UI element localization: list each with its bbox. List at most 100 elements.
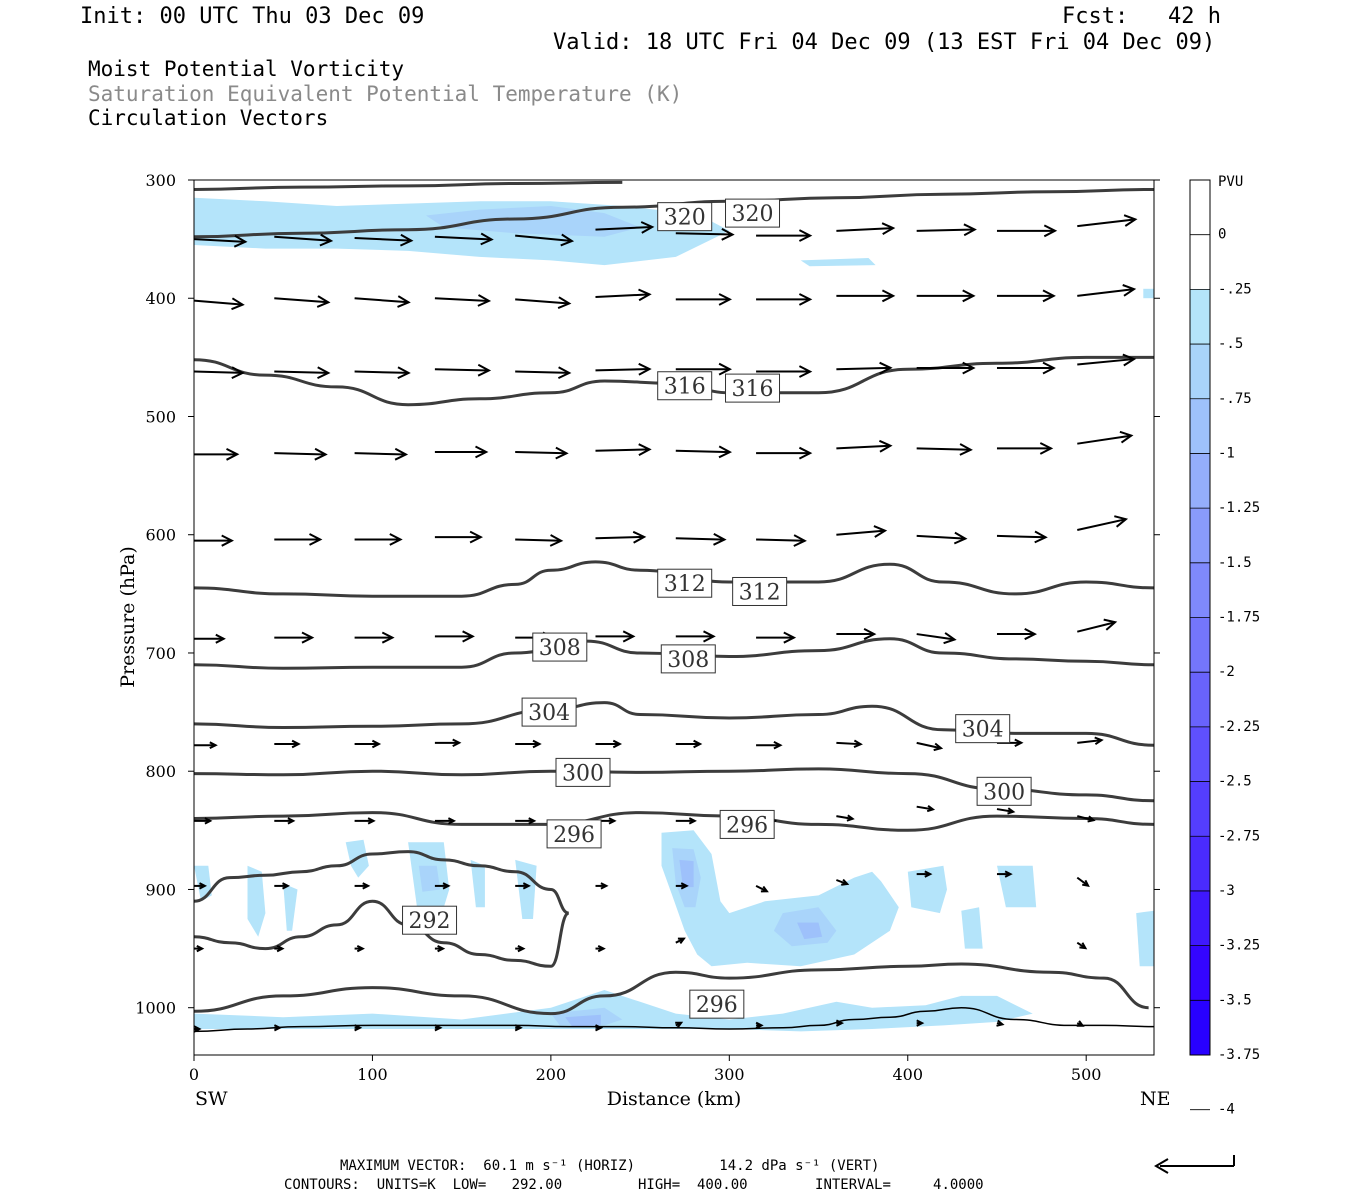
circulation-vector: [274, 739, 301, 749]
circulation-vector: [274, 882, 291, 890]
contour-292: [194, 850, 570, 915]
circulation-vector: [1077, 618, 1118, 633]
contour-label: 304: [521, 697, 577, 727]
circulation-vector: [434, 232, 494, 246]
circulation-vector: [274, 945, 285, 953]
terrain-line: [194, 1006, 1154, 1033]
circulation-vector: [996, 289, 1056, 303]
colorbar-label: -4: [1218, 1102, 1235, 1118]
contour-292: [194, 899, 570, 968]
circulation-vector: [675, 533, 727, 546]
colorbar-swatch: [1190, 180, 1210, 235]
circulation-vector: [274, 295, 331, 308]
contour-316: [194, 355, 1154, 407]
circulation-vector: [354, 945, 365, 953]
forecast-hour: Fcst: 42 h: [1062, 4, 1221, 29]
circulation-vector: [434, 445, 489, 459]
plot-frame: [193, 179, 1155, 1056]
colorbar-swatch: [1190, 289, 1210, 345]
circulation-vector: [274, 631, 315, 644]
circulation-vector: [675, 630, 716, 643]
contour-field-title: Saturation Equivalent Potential Temperat…: [88, 82, 683, 106]
contour-labels: 320 320 316 316 312 312 308 308 304 304 300 300 296 2…: [402, 198, 1032, 1019]
svg-text:308: 308: [667, 648, 709, 673]
circulation-vector: [274, 533, 323, 546]
circulation-vector: [675, 228, 735, 241]
circulation-vector: [434, 945, 446, 953]
colorbar-label: -2.25: [1218, 719, 1260, 735]
circulation-vector: [514, 1024, 523, 1032]
svg-text:312: 312: [739, 580, 781, 605]
contour-296: [194, 811, 1154, 832]
svg-text:316: 316: [732, 377, 774, 402]
pv-region: [961, 907, 983, 949]
circulation-vector: [755, 885, 769, 893]
circulation-vector: [916, 443, 973, 456]
circulation-vector: [434, 363, 492, 377]
svg-text:292: 292: [409, 909, 451, 934]
y-tick-label: 500: [145, 407, 176, 426]
circulation-vector: [836, 525, 888, 538]
circulation-vector: [354, 447, 409, 461]
circulation-vector: [434, 530, 484, 544]
circulation-vector: [515, 817, 537, 825]
y-tick-label: 700: [145, 644, 176, 663]
contour-324: [194, 180, 623, 191]
circulation-vector: [515, 446, 569, 460]
max-vector-info: MAXIMUM VECTOR: 60.1 m s⁻¹ (HORIZ) 14.2 …: [340, 1158, 880, 1174]
init-time: Init: 00 UTC Thu 03 Dec 09: [80, 4, 425, 29]
circulation-vector: [194, 234, 248, 248]
circulation-vector: [194, 633, 226, 644]
contour-label: 312: [657, 568, 713, 598]
circulation-vector: [996, 442, 1054, 455]
colorbar-swatch: [1190, 234, 1210, 290]
vector-field-title: Circulation Vectors: [88, 106, 329, 130]
circulation-vector: [1077, 815, 1096, 823]
circulation-vector: [916, 361, 976, 375]
circulation-vector: [996, 628, 1038, 641]
colorbar-swatch: [1190, 672, 1210, 727]
y-tick-label: 1000: [135, 999, 176, 1018]
svg-text:296: 296: [696, 993, 738, 1018]
x-tick-label: 0: [189, 1065, 199, 1084]
circulation-vector: [916, 289, 976, 303]
circulation-vectors: [194, 214, 1138, 1033]
circulation-vector: [916, 223, 977, 237]
circulation-vector: [756, 631, 797, 644]
contour-label: 296: [689, 989, 745, 1019]
circulation-vector: [996, 807, 1016, 815]
colorbar-swatch: [1190, 398, 1210, 454]
circulation-vector: [515, 882, 531, 890]
contour-label: 304: [955, 714, 1011, 744]
pv-region: [907, 865, 947, 914]
circulation-vector: [194, 1025, 202, 1033]
circulation-vector: [836, 361, 893, 375]
svg-text:304: 304: [962, 718, 1004, 743]
pv-region: [470, 859, 485, 908]
colorbar-label: -3: [1218, 883, 1235, 899]
colorbar-swatch: [1190, 836, 1210, 891]
circulation-vector: [194, 448, 240, 461]
axes: 300 400 500 600 700 800 900 1000 0 100 200 300 400 50…: [135, 171, 1160, 1084]
circulation-vector: [916, 632, 957, 645]
circulation-vector: [354, 295, 411, 308]
circulation-vector: [354, 1024, 363, 1032]
colorbar-swatch: [1190, 1000, 1210, 1055]
svg-text:300: 300: [562, 761, 604, 786]
svg-text:312: 312: [664, 572, 706, 597]
circulation-vector: [194, 945, 205, 953]
circulation-vector: [755, 1021, 764, 1030]
circulation-vector: [916, 1019, 925, 1027]
circulation-vector: [675, 445, 733, 459]
y-tick-label: 300: [145, 171, 176, 190]
circulation-vector: [916, 741, 944, 752]
circulation-vector: [354, 233, 414, 247]
circulation-vector: [756, 293, 813, 306]
reference-vector-icon: [1154, 1155, 1235, 1174]
circulation-vector: [595, 1024, 604, 1032]
colorbar-label: -2: [1218, 664, 1235, 680]
circulation-vector: [434, 630, 475, 643]
circulation-vector: [916, 804, 936, 813]
pv-region: [797, 922, 823, 940]
y-tick-label: 900: [145, 880, 176, 899]
